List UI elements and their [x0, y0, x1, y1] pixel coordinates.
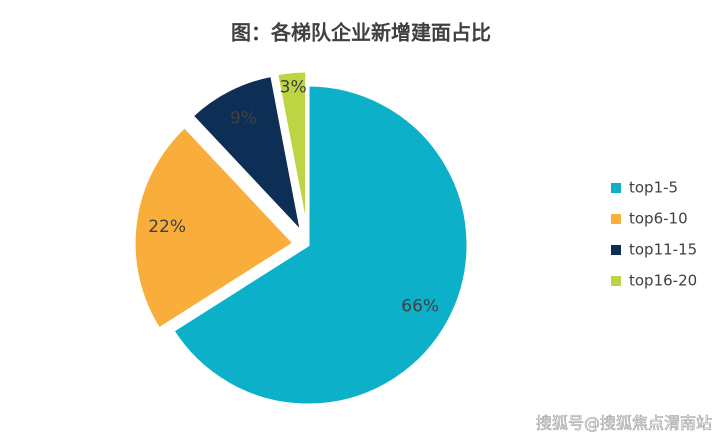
legend-swatch: [611, 245, 621, 255]
pie-slice: [170, 83, 470, 407]
pie-slice: [274, 69, 309, 232]
chart-title: 图：各梯队企业新增建面占比: [231, 21, 491, 45]
legend-swatch: [611, 214, 621, 224]
data-label: 9%: [230, 108, 257, 128]
legend-label: top1-5: [629, 179, 678, 197]
pie-slice: [189, 73, 305, 238]
legend-swatch: [611, 276, 621, 286]
data-label: 66%: [401, 297, 439, 317]
watermark: 搜狐号@搜狐焦点渭南站: [536, 414, 712, 433]
legend-label: top16-20: [629, 272, 697, 290]
pie-slice: [132, 124, 297, 332]
legend-label: top6-10: [629, 210, 688, 228]
legend-swatch: [611, 183, 621, 193]
legend-label: top11-15: [629, 241, 697, 259]
data-label: 3%: [280, 78, 307, 98]
data-label: 22%: [148, 217, 186, 237]
